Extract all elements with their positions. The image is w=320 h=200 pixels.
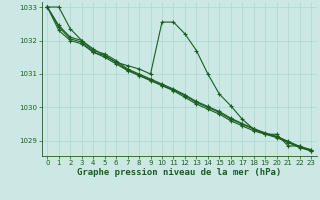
X-axis label: Graphe pression niveau de la mer (hPa): Graphe pression niveau de la mer (hPa) (77, 168, 281, 177)
